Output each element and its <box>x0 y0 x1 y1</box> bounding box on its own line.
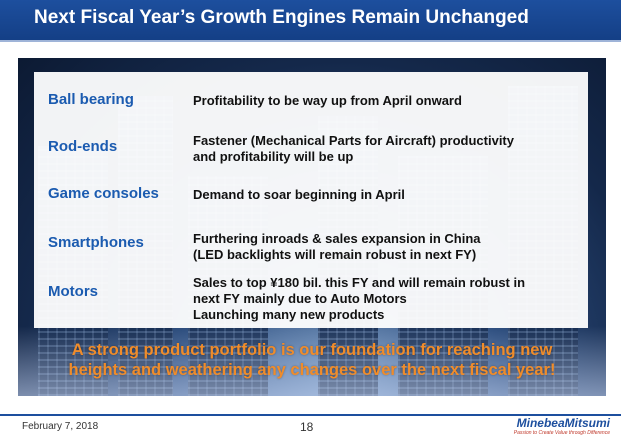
category-description: Sales to top ¥180 bil. this FY and will … <box>193 275 526 322</box>
company-logo: MinebeaMitsumi Passion to Create Value t… <box>490 416 610 436</box>
category-description: Demand to soar beginning in April <box>193 187 405 202</box>
category-label: Motors <box>48 283 98 300</box>
logo-wordmark: MinebeaMitsumi <box>516 416 610 430</box>
category-label: Game consoles <box>48 185 159 202</box>
title-divider <box>0 40 621 42</box>
summary-tagline: A strong product portfolio is our founda… <box>68 341 556 379</box>
slide-title: Next Fiscal Year’s Growth Engines Remain… <box>34 7 529 28</box>
growth-engines-panel: Ball bearing Profitability to be way up … <box>34 72 588 328</box>
page-number: 18 <box>300 420 314 434</box>
category-label: Ball bearing <box>48 91 134 108</box>
category-description: Fastener (Mechanical Parts for Aircraft)… <box>193 133 514 164</box>
title-bar: Next Fiscal Year’s Growth Engines Remain… <box>0 0 621 40</box>
category-label: Smartphones <box>48 234 144 251</box>
category-label: Rod-ends <box>48 138 118 155</box>
category-description: Furthering inroads & sales expansion in … <box>193 231 481 262</box>
category-description: Profitability to be way up from April on… <box>193 93 462 108</box>
logo-tagline: Passion to Create Value through Differen… <box>513 430 610 436</box>
footer-date: February 7, 2018 <box>22 421 99 432</box>
footer-divider <box>0 414 621 416</box>
